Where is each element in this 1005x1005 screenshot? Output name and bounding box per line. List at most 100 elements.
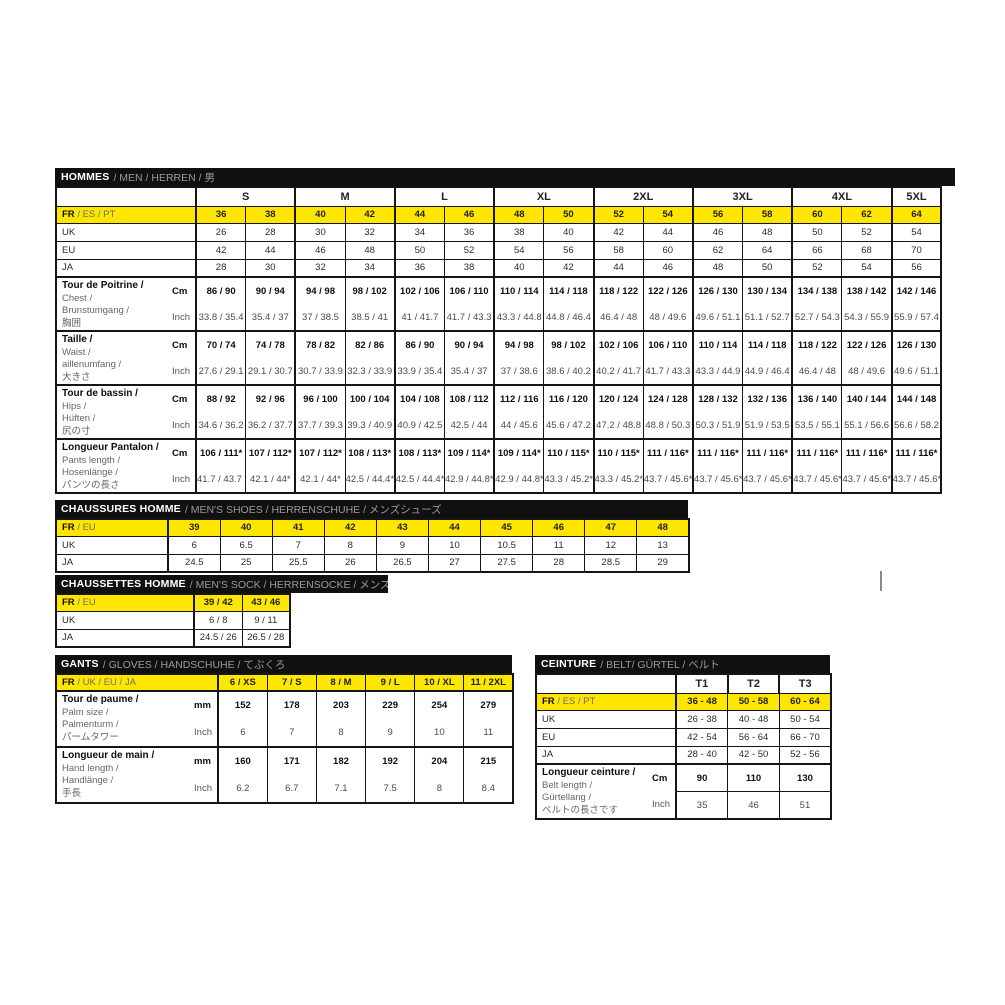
- measure-value-cell: 92 / 96 36.2 / 37.7: [245, 384, 297, 440]
- value-cell: 44: [642, 222, 694, 242]
- measure-value-cell: 109 / 114* 42.9 / 44.8*: [443, 438, 496, 494]
- value-cell: 34: [394, 222, 445, 242]
- socks-section-subtitle: / MEN'S SOCK / HERRENSOCKE / メンズソックス: [189, 578, 388, 591]
- value-cell: 27: [427, 553, 482, 573]
- hand-length-row: Longueur de main / Hand length / Handlän…: [55, 746, 514, 804]
- waist-label: Taille / Waist / aillenumfang / 大きさ Cm I…: [55, 330, 197, 386]
- measure-value-cell: 122 / 126 48 / 49.6: [841, 330, 893, 386]
- value-cell: 48: [692, 258, 744, 278]
- value-cell: 60: [642, 240, 694, 260]
- value-cell: 26: [323, 553, 377, 573]
- measure-value-cell: 90 35: [675, 763, 729, 820]
- eu-row: EU 42 44 46 48 50 52 54 56 58 60 62 64 66 68 70: [55, 240, 942, 260]
- value-cell: 10 / XL: [414, 673, 465, 692]
- fr-eu-row: FR / EU 39 / 42 43 / 46: [55, 593, 291, 612]
- fr-uk-eu-ja-label: FR / UK / EU / JA: [55, 673, 219, 692]
- measure-value-cell: 138 / 142 54.3 / 55.9: [841, 276, 893, 332]
- value-cell: 42 - 50: [727, 745, 780, 765]
- shoes-section-title: CHAUSSURES HOMME: [61, 503, 181, 515]
- measure-value-cell: 82 / 86 32.3 / 33.9: [344, 330, 396, 386]
- value-cell: 44: [427, 518, 482, 537]
- measure-value-cell: 110 / 115* 43.3 / 45.2*: [543, 438, 595, 494]
- value-cell: 28 - 40: [675, 745, 729, 765]
- measure-value-cell: 86 / 90 33.8 / 35.4: [195, 276, 247, 332]
- measure-value-cell: 144 / 148 56.6 / 58.2: [891, 384, 942, 440]
- empty-corner-cell: [535, 673, 677, 694]
- value-cell: 42: [323, 518, 377, 537]
- hips-row: Tour de bassin / Hips / Hüften / 尻の寸 Cm …: [55, 384, 942, 440]
- measure-value-cell: 110 / 114 43.3 / 44.9: [692, 330, 744, 386]
- value-cell: 60 - 64: [778, 692, 832, 711]
- measure-value-cell: 204 8: [414, 746, 465, 804]
- value-cell: 47: [584, 518, 638, 537]
- size-group-cell: L: [394, 186, 496, 207]
- value-cell: 42: [593, 222, 644, 242]
- value-cell: 40: [493, 258, 545, 278]
- measure-value-cell: 100 / 104 39.3 / 40.9: [344, 384, 396, 440]
- measure-value-cell: 114 / 118 44.9 / 46.4: [742, 330, 794, 386]
- value-cell: 43 / 46: [241, 593, 291, 612]
- men-size-table: S M L XL 2XL 3XL 4XL 5XL FR / ES / PT 36 38 40 42 4…: [55, 186, 943, 494]
- value-cell: 48: [344, 240, 396, 260]
- measure-value-cell: 112 / 116 44 / 45.6: [493, 384, 545, 440]
- measure-value-cell: 114 / 118 44.8 / 46.4: [543, 276, 595, 332]
- value-cell: 26.5: [375, 553, 429, 573]
- value-cell: 58: [593, 240, 644, 260]
- gloves-section-header: GANTS / GLOVES / HANDSCHUHE / てぶくろ: [55, 655, 512, 673]
- measure-value-cell: 160 6.2: [217, 746, 268, 804]
- measure-value-cell: 94 / 98 37 / 38.5: [294, 276, 346, 332]
- measure-value-cell: 90 / 94 35.4 / 37: [245, 276, 297, 332]
- value-cell: 32: [294, 258, 346, 278]
- measure-value-cell: 78 / 82 30.7 / 33.9: [294, 330, 346, 386]
- uk-label: UK: [55, 222, 197, 242]
- value-cell: 8 / M: [315, 673, 367, 692]
- value-cell: T3: [778, 673, 833, 694]
- fr-es-pt-label: FR / ES / PT: [55, 205, 197, 224]
- value-cell: 62: [841, 205, 893, 224]
- chest-label: Tour de Poitrine / Chest / Brunstumgang …: [55, 276, 197, 332]
- uk-label: UK: [55, 535, 169, 555]
- eu-label: EU: [55, 240, 197, 260]
- measure-value-cell: 107 / 112* 42.1 / 44*: [294, 438, 346, 494]
- value-cell: 50: [742, 258, 794, 278]
- belt-length-row: Longueur ceinture / Belt length / Gürtel…: [535, 763, 832, 820]
- value-cell: 39: [167, 518, 221, 537]
- value-cell: 40: [543, 222, 595, 242]
- eu-label: EU: [535, 727, 677, 747]
- value-cell: 40 - 48: [727, 709, 780, 729]
- measure-value-cell: 110 / 114 43.3 / 44.8: [493, 276, 545, 332]
- measure-value-cell: 132 / 136 51.9 / 53.5: [742, 384, 794, 440]
- ja-row: JA 28 30 32 34 36 38 40 42 44 46 48 50 52 54 56: [55, 258, 942, 278]
- measure-value-cell: 171 6.7: [266, 746, 317, 804]
- measure-value-cell: 203 8: [315, 690, 367, 748]
- shoes-section-subtitle: / MEN'S SHOES / HERRENSCHUHE / メンズシューズ: [184, 503, 442, 516]
- measure-value-cell: 126 / 130 49.6 / 51.1: [692, 276, 744, 332]
- value-cell: 6 / 8: [193, 610, 243, 630]
- value-cell: 54: [841, 258, 893, 278]
- value-cell: 46: [532, 518, 586, 537]
- value-cell: 44: [394, 205, 445, 224]
- measure-value-cell: 102 / 106 41 / 41.7: [394, 276, 445, 332]
- value-cell: 30: [294, 222, 346, 242]
- ja-row: JA 24.5 25 25.5 26 26.5 27 27.5 28 28.5 29: [55, 553, 690, 573]
- size-group-cell: 5XL: [891, 186, 943, 207]
- measure-value-cell: 182 7.1: [315, 746, 367, 804]
- measure-value-cell: 106 / 110 41.7 / 43.3: [443, 276, 496, 332]
- value-cell: 24.5 / 26: [193, 628, 243, 648]
- measure-value-cell: 111 / 116* 43.7 / 45.6*: [742, 438, 794, 494]
- value-cell: 24.5: [167, 553, 221, 573]
- value-cell: 25.5: [271, 553, 325, 573]
- value-cell: 6.5: [219, 535, 273, 555]
- value-cell: 41: [271, 518, 325, 537]
- measure-value-cell: 178 7: [266, 690, 317, 748]
- belt-size-table: T1 T2 T3 FR / ES / PT 36 - 48 50 - 58 60 - 6…: [535, 673, 833, 820]
- measure-value-cell: 126 / 130 49.6 / 51.1: [891, 330, 942, 386]
- value-cell: 56: [891, 258, 942, 278]
- measure-value-cell: 106 / 110 41.7 / 43.3: [642, 330, 694, 386]
- measure-value-cell: 215 8.4: [463, 746, 514, 804]
- measure-value-cell: 107 / 112* 42.1 / 44*: [245, 438, 297, 494]
- value-cell: 27.5: [480, 553, 534, 573]
- measure-value-cell: 111 / 116* 43.7 / 45.6*: [841, 438, 893, 494]
- value-cell: 40: [219, 518, 273, 537]
